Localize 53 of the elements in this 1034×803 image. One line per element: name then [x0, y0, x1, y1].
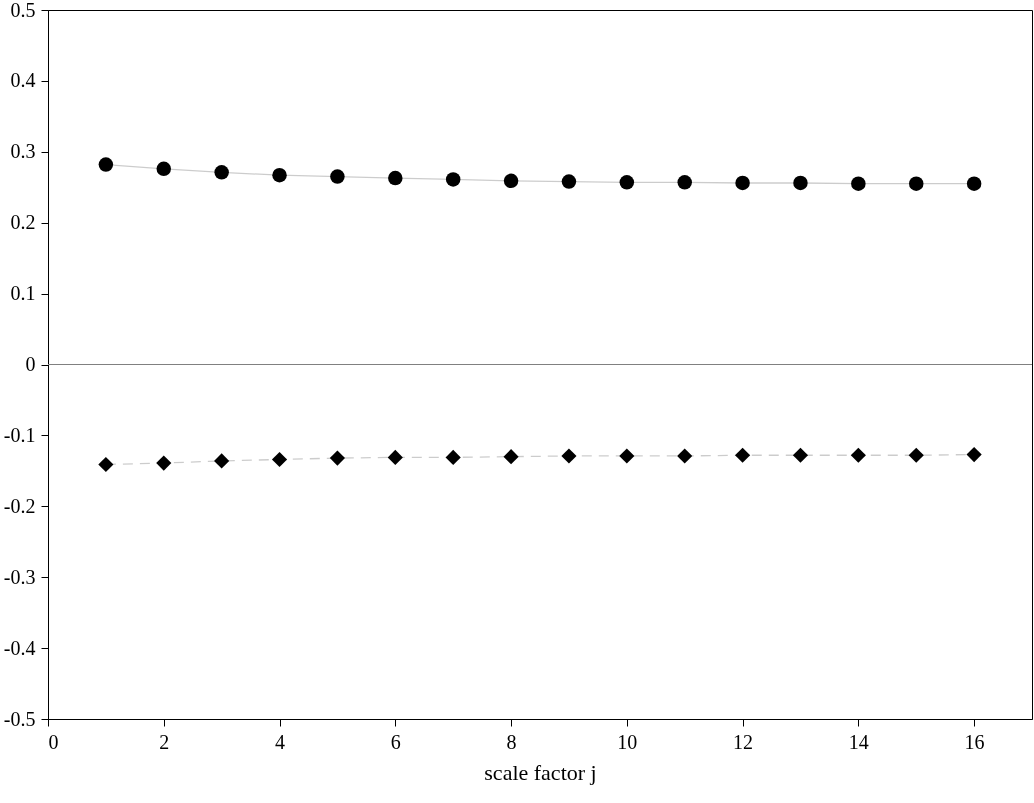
x-tick-label: 10 — [617, 730, 638, 753]
y-tick-label: 0.1 — [10, 282, 36, 305]
point — [851, 176, 866, 191]
y-tick-label: -0.2 — [3, 494, 36, 517]
y-tick-label: 0.3 — [10, 140, 36, 163]
point — [735, 447, 751, 463]
point — [445, 449, 461, 465]
point — [98, 157, 114, 172]
point — [388, 170, 403, 186]
point — [966, 446, 982, 463]
point — [445, 172, 461, 187]
y-tick-label: -0.4 — [3, 636, 36, 659]
point — [156, 161, 172, 177]
point — [387, 449, 403, 465]
y-tick-label: 0.5 — [10, 0, 36, 21]
point — [619, 175, 635, 190]
y-tick-label: 0.2 — [10, 211, 36, 234]
x-tick-label: 12 — [733, 730, 754, 753]
point — [792, 447, 809, 463]
point — [214, 453, 230, 469]
point — [677, 448, 693, 464]
x-tick-label: 16 — [964, 730, 985, 753]
x-tick-label: 2 — [159, 730, 170, 753]
point — [156, 455, 172, 471]
point — [561, 174, 577, 189]
point — [561, 448, 577, 464]
point — [330, 169, 345, 184]
x-tick-label: 6 — [390, 730, 401, 753]
point — [735, 175, 750, 191]
point — [908, 176, 924, 191]
point — [677, 175, 692, 190]
point — [272, 167, 287, 183]
point — [214, 165, 229, 180]
x-tick-label: 0 — [48, 730, 59, 753]
point — [503, 449, 519, 465]
point — [619, 448, 635, 464]
point — [271, 451, 288, 468]
y-tick-label: -0.3 — [3, 565, 36, 588]
point — [503, 173, 519, 189]
y-tick-label: -0.5 — [3, 707, 36, 730]
x-axis-title: scale factor j — [484, 759, 597, 785]
y-tick-label: 0.4 — [10, 69, 36, 92]
point — [98, 456, 114, 473]
x-tick-label: 4 — [275, 730, 286, 753]
y-tick-label: 0 — [25, 353, 36, 375]
x-tick-label: 8 — [506, 730, 517, 753]
point — [329, 450, 345, 466]
y-tick-label: -0.1 — [3, 423, 36, 446]
x-tick-label: 14 — [848, 730, 869, 753]
point — [966, 176, 982, 191]
point — [908, 447, 924, 463]
point — [850, 447, 866, 463]
point — [793, 175, 808, 191]
